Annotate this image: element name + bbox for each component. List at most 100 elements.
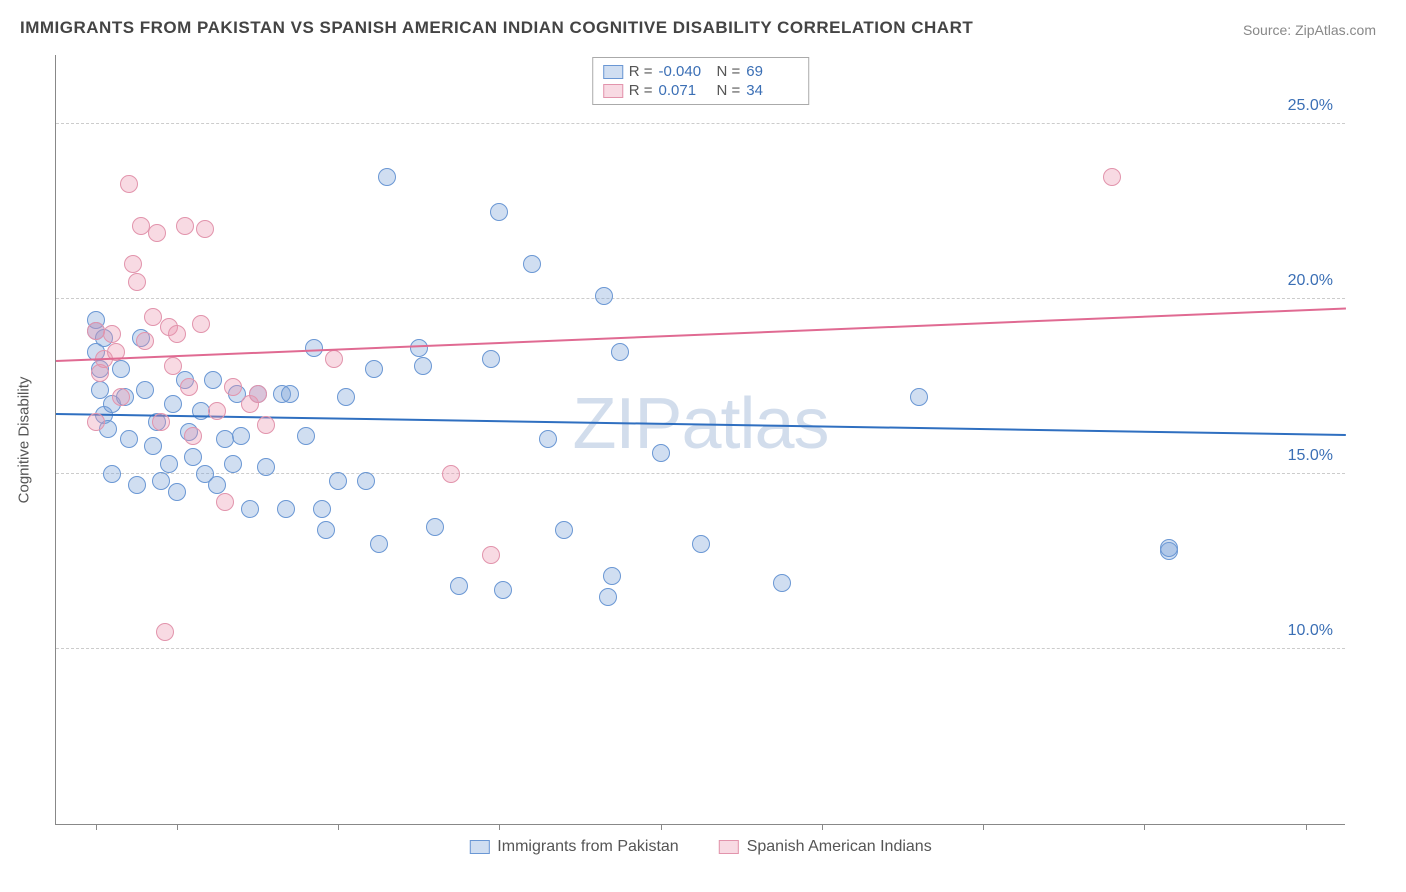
x-tick: [499, 824, 500, 830]
y-tick-label: 15.0%: [1288, 447, 1333, 465]
data-point: [103, 325, 121, 343]
legend-n-value: 34: [746, 82, 798, 99]
data-point: [160, 455, 178, 473]
data-point: [494, 581, 512, 599]
y-tick-label: 25.0%: [1288, 97, 1333, 115]
legend-swatch: [603, 84, 623, 98]
data-point: [490, 203, 508, 221]
data-point: [232, 427, 250, 445]
y-tick-label: 10.0%: [1288, 622, 1333, 640]
data-point: [337, 388, 355, 406]
data-point: [329, 472, 347, 490]
data-point: [249, 385, 267, 403]
data-point: [103, 465, 121, 483]
trendline: [56, 308, 1346, 362]
legend-n-label: N =: [717, 63, 741, 80]
data-point: [692, 535, 710, 553]
data-point: [599, 588, 617, 606]
data-point: [652, 444, 670, 462]
data-point: [325, 350, 343, 368]
data-point: [426, 518, 444, 536]
data-point: [595, 287, 613, 305]
data-point: [555, 521, 573, 539]
gridline: [56, 123, 1345, 124]
data-point: [180, 378, 198, 396]
data-point: [442, 465, 460, 483]
data-point: [144, 437, 162, 455]
data-point: [482, 350, 500, 368]
legend-swatch: [719, 840, 739, 854]
data-point: [910, 388, 928, 406]
x-tick: [661, 824, 662, 830]
data-point: [152, 413, 170, 431]
data-point: [603, 567, 621, 585]
data-point: [523, 255, 541, 273]
data-point: [144, 308, 162, 326]
data-point: [224, 378, 242, 396]
gridline: [56, 473, 1345, 474]
data-point: [128, 476, 146, 494]
data-point: [313, 500, 331, 518]
data-point: [184, 448, 202, 466]
data-point: [120, 175, 138, 193]
gridline: [56, 298, 1345, 299]
data-point: [297, 427, 315, 445]
x-tick: [177, 824, 178, 830]
data-point: [176, 217, 194, 235]
data-point: [208, 402, 226, 420]
data-point: [216, 493, 234, 511]
x-tick: [338, 824, 339, 830]
data-point: [112, 360, 130, 378]
data-point: [196, 220, 214, 238]
chart-title: IMMIGRANTS FROM PAKISTAN VS SPANISH AMER…: [20, 18, 973, 38]
legend-item: Immigrants from Pakistan: [469, 838, 678, 856]
data-point: [164, 395, 182, 413]
data-point: [281, 385, 299, 403]
data-point: [168, 325, 186, 343]
legend-n-label: N =: [717, 82, 741, 99]
data-point: [1103, 168, 1121, 186]
data-point: [450, 577, 468, 595]
data-point: [120, 430, 138, 448]
data-point: [317, 521, 335, 539]
data-point: [224, 455, 242, 473]
y-tick-label: 20.0%: [1288, 272, 1333, 290]
data-point: [611, 343, 629, 361]
data-point: [136, 332, 154, 350]
legend-r-value: -0.040: [659, 63, 711, 80]
legend-r-label: R =: [629, 63, 653, 80]
data-point: [257, 416, 275, 434]
legend-series: Immigrants from Pakistan Spanish American…: [469, 838, 931, 856]
legend-row: R = -0.040 N = 69: [603, 62, 799, 81]
x-tick: [1306, 824, 1307, 830]
data-point: [184, 427, 202, 445]
data-point: [136, 381, 154, 399]
data-point: [112, 388, 130, 406]
data-point: [1160, 539, 1178, 557]
legend-r-label: R =: [629, 82, 653, 99]
data-point: [208, 476, 226, 494]
data-point: [192, 315, 210, 333]
gridline: [56, 648, 1345, 649]
legend-swatch: [469, 840, 489, 854]
legend-r-value: 0.071: [659, 82, 711, 99]
data-point: [128, 273, 146, 291]
legend-item: Spanish American Indians: [719, 838, 932, 856]
x-tick: [1144, 824, 1145, 830]
legend-series-name: Spanish American Indians: [747, 838, 932, 856]
y-axis-label: Cognitive Disability: [16, 376, 33, 503]
data-point: [365, 360, 383, 378]
data-point: [357, 472, 375, 490]
x-tick: [822, 824, 823, 830]
data-point: [370, 535, 388, 553]
data-point: [164, 357, 182, 375]
data-point: [87, 322, 105, 340]
data-point: [378, 168, 396, 186]
data-point: [305, 339, 323, 357]
legend-n-value: 69: [746, 63, 798, 80]
data-point: [87, 413, 105, 431]
data-point: [414, 357, 432, 375]
legend-correlation: R = -0.040 N = 69 R = 0.071 N = 34: [592, 57, 810, 105]
data-point: [168, 483, 186, 501]
x-tick: [96, 824, 97, 830]
